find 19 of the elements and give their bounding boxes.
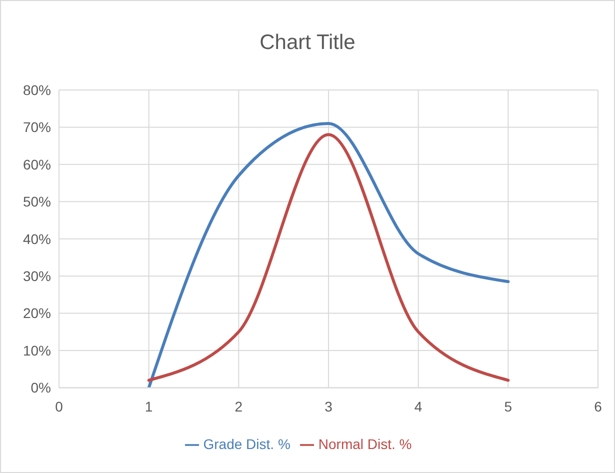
y-tick-label: 20% [22, 305, 51, 322]
y-tick-label: 40% [22, 230, 51, 247]
x-tick-label: 0 [55, 398, 64, 415]
x-tick-label: 1 [144, 398, 153, 415]
legend-label: Grade Dist. % [203, 436, 290, 452]
x-tick-label: 5 [504, 398, 512, 415]
y-tick-label: 50% [22, 194, 51, 210]
y-tick-label: 10% [22, 342, 51, 358]
y-tick-label: 60% [22, 156, 51, 172]
y-tick-label: 30% [22, 268, 51, 284]
y-tick-label: 0% [30, 380, 51, 396]
x-tick-label: 4 [414, 398, 422, 415]
y-tick-label: 80% [22, 82, 51, 98]
y-tick-label: 70% [22, 119, 51, 136]
x-tick-label: 3 [324, 398, 333, 415]
legend-label: Normal Dist. % [318, 436, 412, 452]
x-tick-label: 2 [234, 398, 243, 415]
chart-title: Chart Title [258, 31, 356, 55]
x-tick-label: 6 [594, 398, 602, 415]
